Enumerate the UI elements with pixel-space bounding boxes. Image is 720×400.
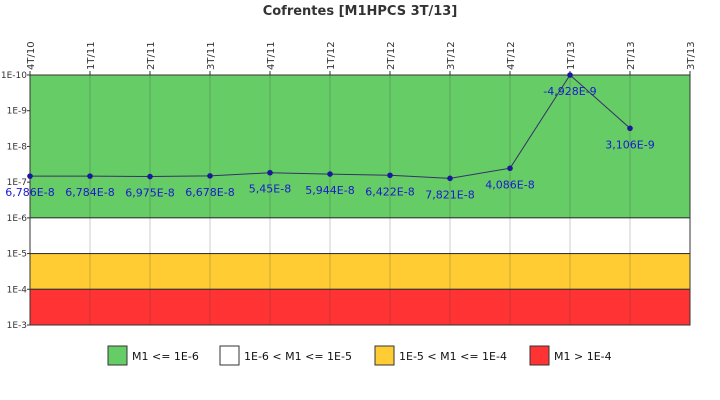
band-2 xyxy=(29,253,691,290)
x-tick-label: 3T/11 xyxy=(206,41,217,70)
x-tick-label: 4T/10 xyxy=(26,41,37,70)
band-0 xyxy=(29,74,691,219)
data-point xyxy=(447,175,453,182)
data-point xyxy=(207,173,213,179)
data-label: 5,45E-8 xyxy=(249,183,291,196)
data-label: 4,086E-8 xyxy=(485,178,534,191)
legend-swatch-0 xyxy=(107,345,128,366)
data-label: 7,821E-8 xyxy=(425,188,474,201)
data-point xyxy=(627,125,633,132)
x-axis-ticks: 4T/10 1T/11 2T/11 3T/11 4T/11 1T/12 2T/12 3T/12… xyxy=(26,41,697,75)
legend-label: 1E-6 < M1 <= 1E-5 xyxy=(244,350,352,363)
x-tick-label: 2T/13 xyxy=(626,41,637,70)
y-tick-label: 1E-7 xyxy=(7,178,27,188)
data-point xyxy=(327,171,333,177)
legend-label: 1E-5 < M1 <= 1E-4 xyxy=(399,350,507,363)
data-point xyxy=(27,173,33,179)
y-tick-label: 1E-10 xyxy=(1,71,27,81)
legend-swatch-2 xyxy=(374,345,395,366)
legend-label: M1 <= 1E-6 xyxy=(132,350,199,363)
y-tick-label: 1E-9 xyxy=(7,107,28,117)
x-tick-label: 4T/11 xyxy=(266,41,277,70)
data-label: 3,106E-9 xyxy=(605,138,654,151)
y-tick-label: 1E-6 xyxy=(7,214,28,224)
threshold-bands xyxy=(29,74,691,326)
band-3 xyxy=(29,288,691,326)
data-point xyxy=(87,173,93,179)
x-tick-label: 4T/12 xyxy=(506,41,517,70)
x-tick-label: 2T/12 xyxy=(386,41,397,70)
legend-swatch-1 xyxy=(219,345,240,366)
data-point xyxy=(567,72,573,78)
legend: M1 <= 1E-6 1E-6 < M1 <= 1E-5 1E-5 < M1 <= … xyxy=(107,345,612,366)
data-label: 6,975E-8 xyxy=(125,187,174,200)
band-1 xyxy=(29,217,691,255)
x-tick-label: 3T/12 xyxy=(446,41,457,70)
data-label: 6,678E-8 xyxy=(185,186,234,199)
x-tick-label: 3T/13 xyxy=(686,41,697,70)
legend-label: M1 > 1E-4 xyxy=(554,350,612,363)
data-label: 6,422E-8 xyxy=(365,185,414,198)
data-labels: 6,786E-8 6,784E-8 6,975E-8 6,678E-8 5,45E-8 5… xyxy=(5,85,654,201)
vertical-gridlines xyxy=(29,75,691,325)
data-label: 6,786E-8 xyxy=(5,186,54,199)
y-tick-label: 1E-8 xyxy=(7,142,28,152)
x-tick-label: 1T/12 xyxy=(326,41,337,70)
x-tick-label: 1T/13 xyxy=(566,41,577,70)
chart-title: Cofrentes [M1HPCS 3T/13] xyxy=(263,4,458,19)
legend-swatch-3 xyxy=(529,345,550,366)
y-tick-label: 1E-4 xyxy=(7,285,28,295)
x-tick-label: 2T/11 xyxy=(146,41,157,70)
data-point xyxy=(507,165,513,172)
data-label: -4,928E-9 xyxy=(543,85,596,98)
data-point xyxy=(267,169,273,176)
y-axis-ticks: 1E-10 1E-9 1E-8 1E-7 1E-6 1E-5 1E-4 1E-3 xyxy=(1,71,30,331)
data-label: 6,784E-8 xyxy=(65,186,114,199)
x-tick-label: 1T/11 xyxy=(86,41,97,70)
y-tick-label: 1E-5 xyxy=(7,250,27,260)
data-points xyxy=(27,72,633,182)
y-tick-label: 1E-3 xyxy=(7,321,27,331)
data-point xyxy=(147,173,153,180)
data-label: 5,944E-8 xyxy=(305,184,354,197)
data-point xyxy=(387,172,393,179)
